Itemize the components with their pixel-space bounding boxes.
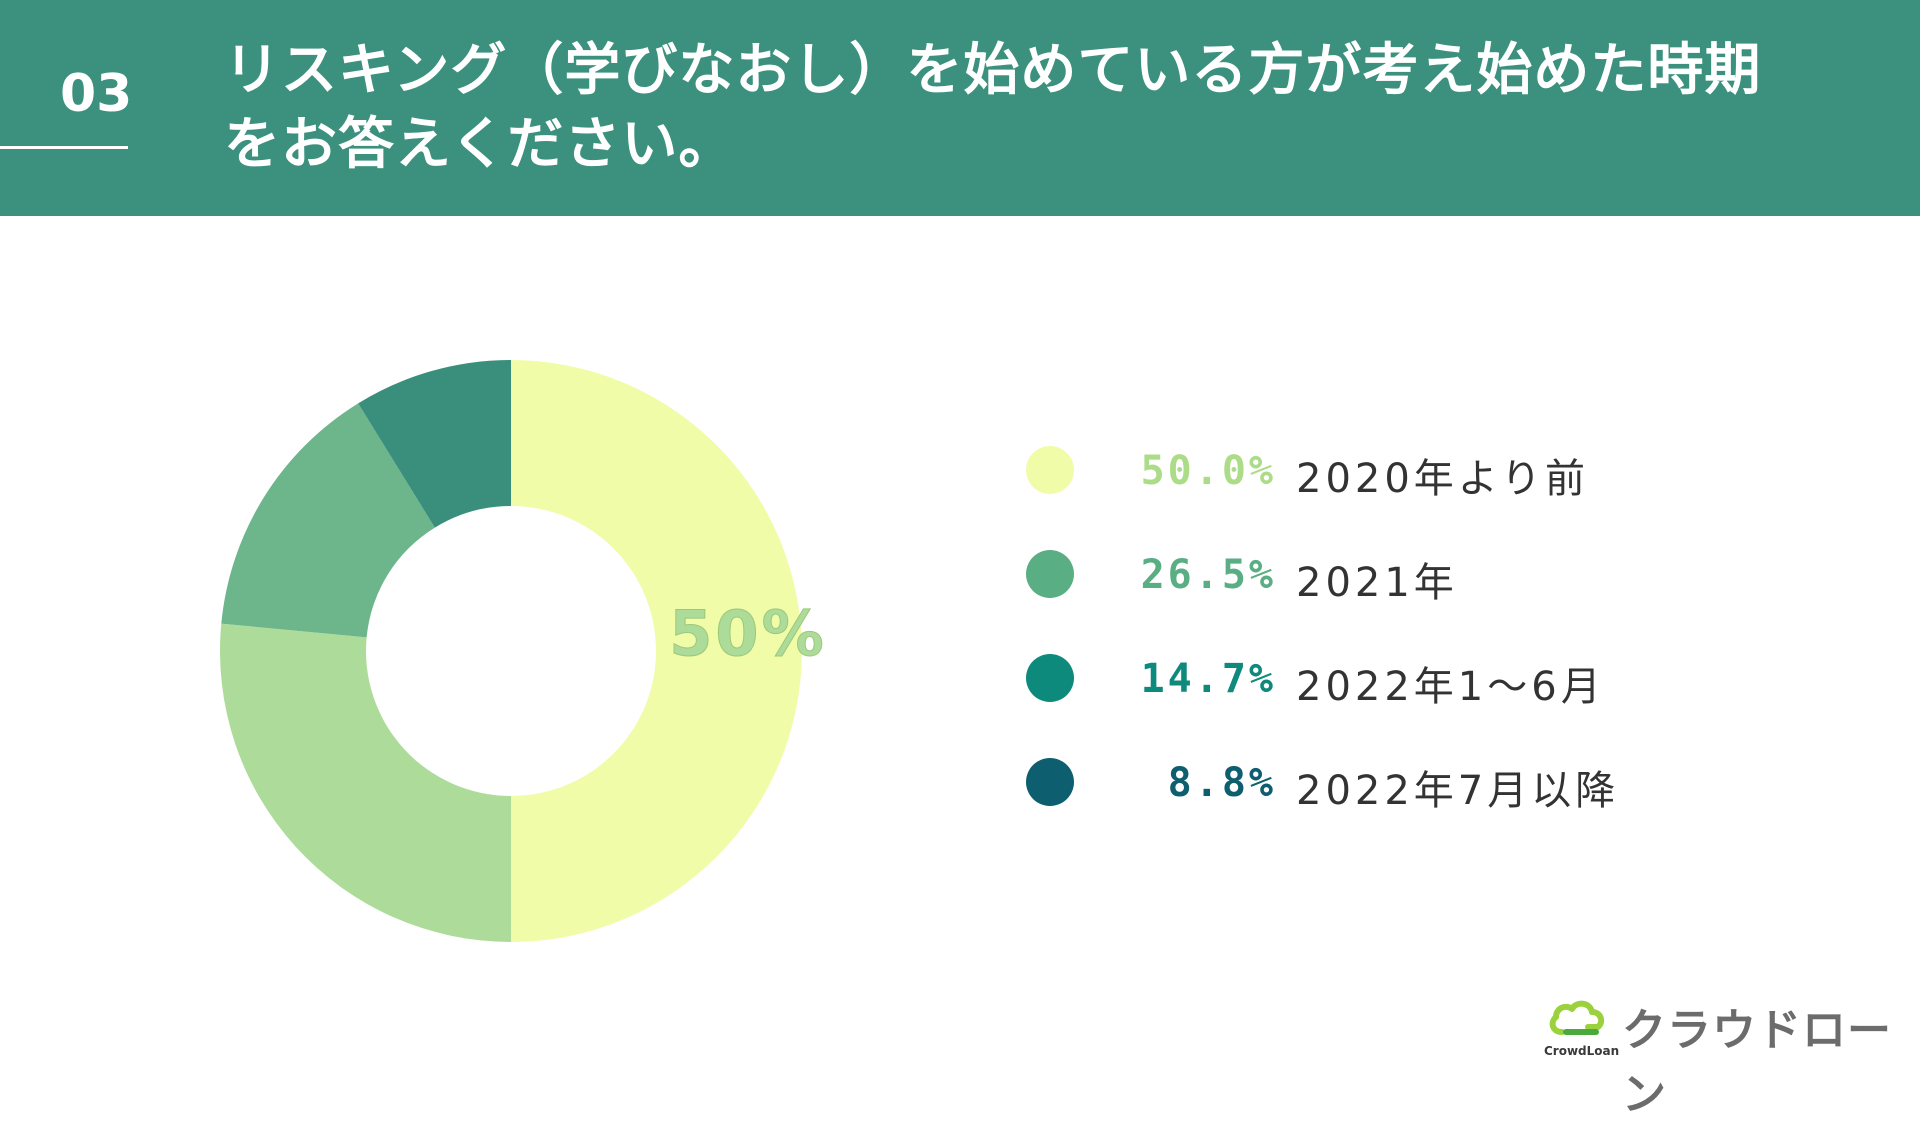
logo-wordmark: クラウドローン: [1622, 1005, 1892, 1120]
legend-label: 2020年より前: [1296, 456, 1589, 502]
legend-percent: 8.8%: [1167, 760, 1276, 806]
highlight-percent-label: 50%: [669, 597, 826, 670]
cloud-logo-icon: [1549, 1000, 1605, 1035]
legend-label: 2022年7月以降: [1296, 768, 1620, 814]
donut-slice-4: [358, 360, 511, 528]
legend-item: 8.8% 2022年7月以降: [1026, 752, 1726, 814]
header-banner: 03 リスキング（学びなおし）を始めている方が考え始めた時期 をお答えください。: [0, 0, 1920, 216]
legend-item: 14.7% 2022年1〜6月: [1026, 648, 1726, 710]
legend-item: 50.0% 2020年より前: [1026, 440, 1726, 502]
legend-swatch: [1026, 550, 1074, 598]
donut-chart: 50%: [219, 360, 826, 942]
logo-subtext: CrowdLoan: [1544, 1044, 1620, 1058]
legend-label: 2021年: [1296, 560, 1458, 606]
legend-swatch: [1026, 758, 1074, 806]
title-line-1: リスキング（学びなおし）を始めている方が考え始めた時期: [224, 38, 1762, 103]
question-number: 03: [60, 64, 133, 124]
donut-slice-2: [219, 623, 511, 942]
legend-swatch: [1026, 654, 1074, 702]
legend-percent: 26.5%: [1140, 552, 1276, 598]
legend-percent: 14.7%: [1140, 656, 1276, 702]
legend-item: 26.5% 2021年: [1026, 544, 1726, 606]
question-number-underline: [0, 146, 128, 149]
title-line-2: をお答えください。: [224, 112, 736, 177]
legend-label: 2022年1〜6月: [1296, 664, 1605, 710]
donut-slice-3: [221, 403, 435, 638]
page-title: リスキング（学びなおし）を始めている方が考え始めた時期 をお答えください。: [224, 34, 1864, 182]
legend-swatch: [1026, 446, 1074, 494]
brand-logo: CrowdLoan クラウドローン: [1540, 994, 1900, 1120]
legend-percent: 50.0%: [1140, 448, 1276, 494]
donut-slice-1: [511, 360, 802, 942]
